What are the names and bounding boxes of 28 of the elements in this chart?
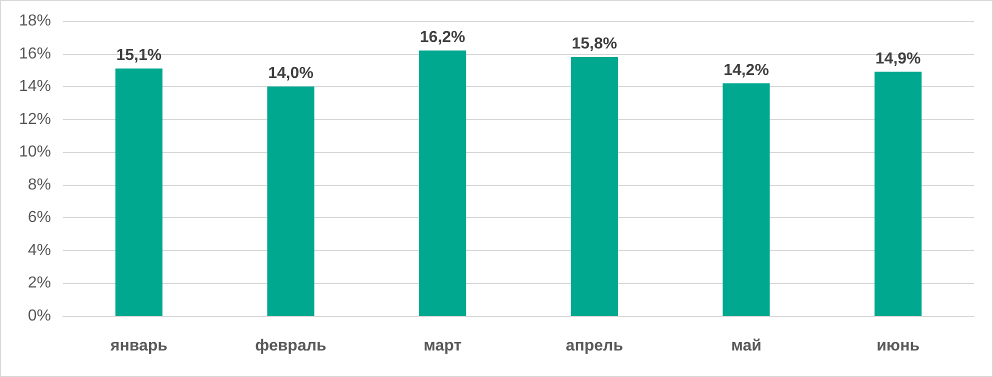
x-tick-label: май <box>731 338 762 354</box>
data-label: 14,0% <box>268 65 314 82</box>
y-tick-label: 8% <box>28 176 51 194</box>
y-tick-label: 18% <box>18 12 51 30</box>
data-label: 16,2% <box>420 29 466 46</box>
bar <box>419 50 466 316</box>
bar <box>267 86 314 316</box>
x-tick-label: январь <box>109 338 168 354</box>
x-tick-label: июнь <box>876 338 920 354</box>
x-tick-label: апрель <box>566 338 624 354</box>
x-tick-label: март <box>424 338 462 354</box>
y-tick-label: 10% <box>18 144 51 161</box>
data-label: 14,2% <box>724 62 769 79</box>
y-tick-label: 0% <box>28 308 51 324</box>
data-label: 14,9% <box>875 50 921 68</box>
y-tick-label: 16% <box>18 45 51 62</box>
data-label: 15,8% <box>572 36 618 53</box>
bar <box>115 68 162 316</box>
data-label: 15,1% <box>116 47 162 64</box>
y-tick-label: 14% <box>18 78 51 96</box>
y-tick-label: 6% <box>28 209 51 226</box>
x-tick-label: февраль <box>255 338 327 354</box>
bar <box>874 72 922 316</box>
y-tick-label: 12% <box>18 110 51 128</box>
y-tick-label: 2% <box>28 274 51 292</box>
y-tick-label: 4% <box>28 242 51 259</box>
bar <box>570 57 618 316</box>
bar <box>722 83 770 316</box>
